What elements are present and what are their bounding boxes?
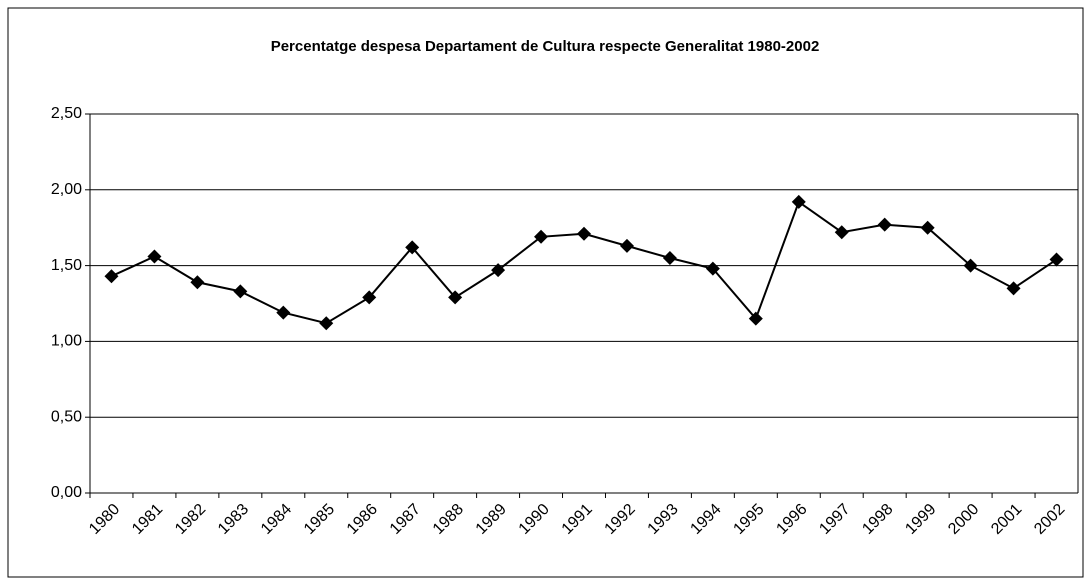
marker: [362, 290, 377, 305]
marker: [405, 240, 420, 255]
marker: [104, 269, 119, 284]
y-tick-label: 2,00: [51, 181, 82, 198]
y-tick-label: 0,50: [51, 408, 82, 425]
marker: [791, 194, 806, 209]
marker: [448, 290, 463, 305]
marker: [748, 311, 763, 326]
marker: [534, 229, 549, 244]
y-tick-label: 2,50: [51, 105, 82, 122]
y-tick-label: 0,00: [51, 484, 82, 501]
marker: [147, 249, 162, 264]
marker: [705, 261, 720, 276]
y-tick-label: 1,50: [51, 257, 82, 274]
chart-title: Percentatge despesa Departament de Cultu…: [271, 38, 820, 55]
marker: [190, 275, 205, 290]
marker: [1049, 252, 1064, 267]
marker: [963, 258, 978, 273]
marker: [491, 263, 506, 278]
marker: [834, 225, 849, 240]
marker: [1006, 281, 1021, 296]
marker: [233, 284, 248, 299]
marker: [619, 238, 634, 253]
marker: [276, 305, 291, 320]
y-tick-label: 1,00: [51, 333, 82, 350]
marker: [920, 220, 935, 235]
marker: [577, 226, 591, 241]
marker: [877, 217, 892, 232]
chart-frame: [7, 7, 1084, 578]
marker: [662, 251, 677, 266]
marker: [319, 316, 334, 331]
